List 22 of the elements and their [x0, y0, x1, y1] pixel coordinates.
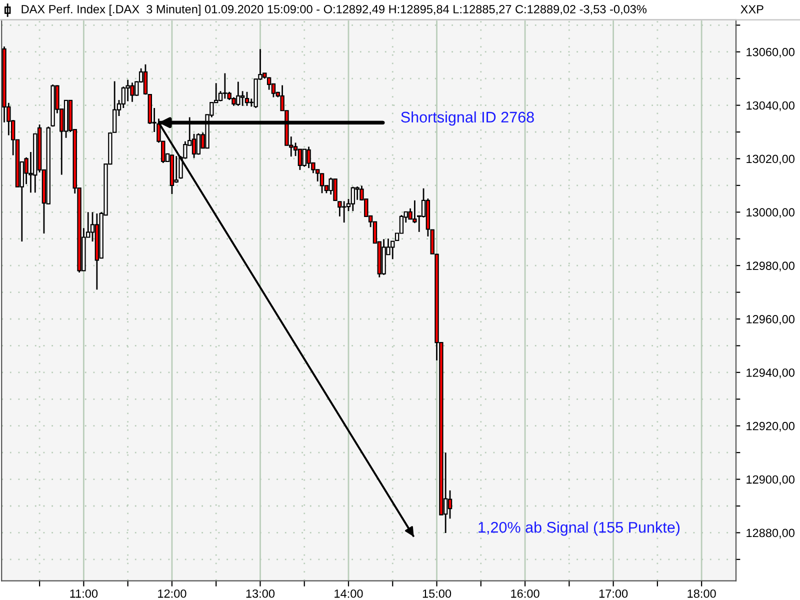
annotation: 1,20% ab Signal (155 Punkte)	[478, 522, 680, 536]
y-tick-label: 12980,00	[746, 262, 794, 272]
y-tick-label: 13000,00	[746, 208, 794, 218]
annotation: Shortsignal ID 2768	[401, 111, 534, 126]
x-tick-label: 13:00	[246, 589, 275, 598]
x-tick-label: 11:00	[70, 589, 98, 598]
y-tick-label: 12920,00	[746, 422, 794, 432]
y-tick-label: 12900,00	[746, 475, 794, 486]
y-tick-label: 12940,00	[746, 368, 794, 378]
y-tick-label: 13060,00	[746, 48, 794, 58]
x-tick-label: 16:00	[511, 589, 540, 598]
x-tick-label: 17:00	[599, 589, 628, 598]
x-tick-label: 14:00	[334, 589, 363, 598]
y-axis-title: XXP	[740, 5, 764, 14]
x-tick-label: 15:00	[422, 589, 452, 598]
x-tick-label: 12:00	[158, 589, 186, 598]
y-tick-label: 13020,00	[746, 154, 794, 165]
y-tick-label: 12960,00	[746, 315, 794, 325]
y-tick-label: 13040,00	[746, 101, 794, 112]
chart-title: DAX Perf. Index [.DAX 3 Minuten] 01.09.2020 15:09:00 - O:12892,49 H:12895,84 L:12885,27 C:12889,02 -3,53 -0,03%	[22, 4, 647, 16]
y-tick-label: 12880,00	[746, 528, 794, 539]
x-tick-label: 18:00	[688, 589, 716, 598]
